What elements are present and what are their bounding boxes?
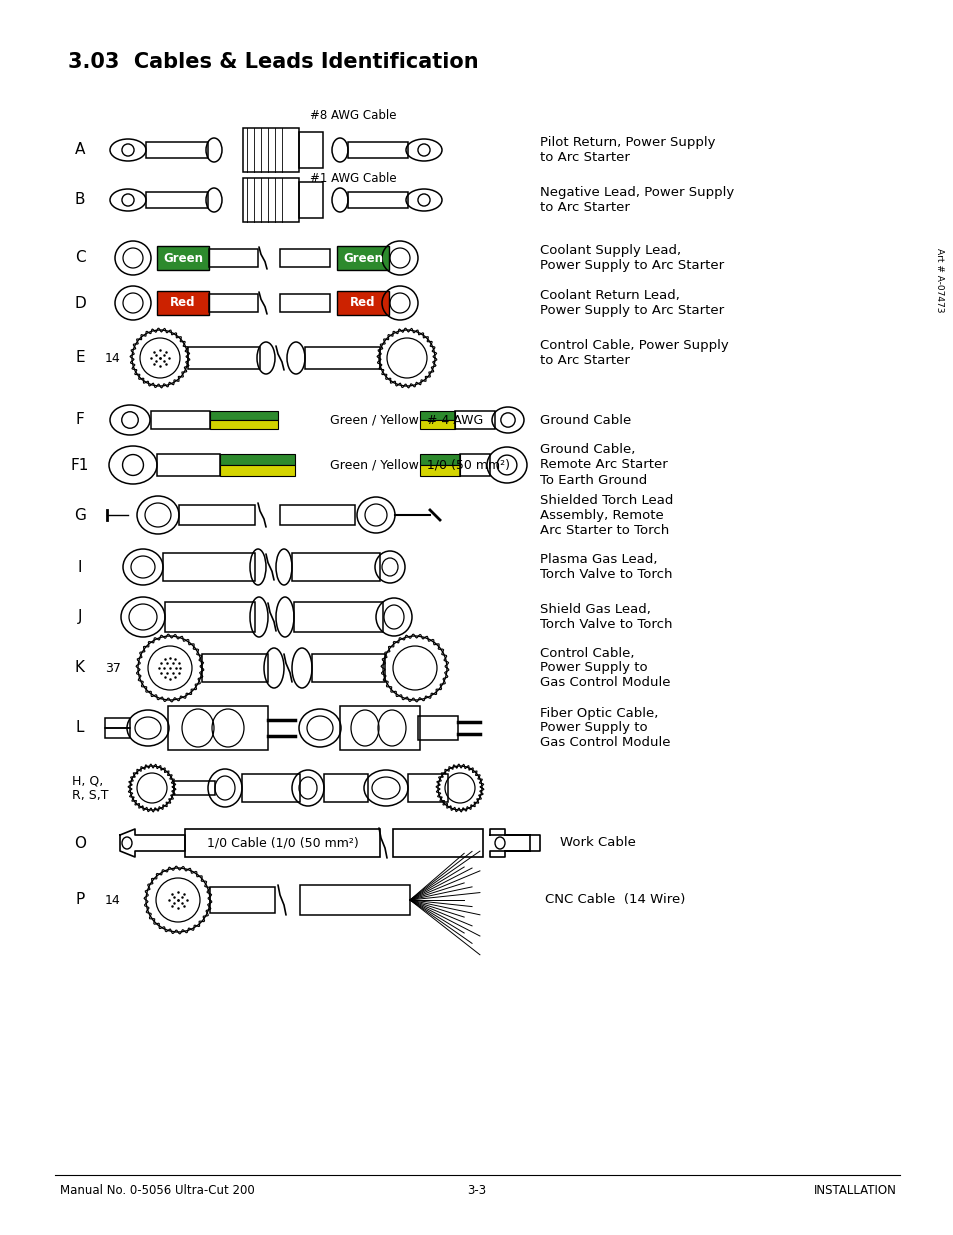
Text: Manual No. 0-5056 Ultra-Cut 200: Manual No. 0-5056 Ultra-Cut 200 [60,1183,254,1197]
Bar [202,655,268,682]
Bar [157,454,220,475]
Text: 3-3: 3-3 [467,1183,486,1197]
Bar [419,466,459,475]
Text: #8 AWG Cable: #8 AWG Cable [310,109,396,122]
Bar [294,601,382,632]
Bar [305,347,379,369]
Text: G: G [74,508,86,522]
Text: Green: Green [343,252,382,264]
Text: Control Cable,
Power Supply to
Gas Control Module: Control Cable, Power Supply to Gas Contr… [539,646,670,689]
Bar [419,420,455,429]
Text: 14: 14 [105,893,121,906]
Bar [185,829,379,857]
Text: CNC Cable  (14 Wire): CNC Cable (14 Wire) [544,893,684,906]
Bar [209,294,257,312]
Text: Coolant Return Lead,
Power Supply to Arc Starter: Coolant Return Lead, Power Supply to Arc… [539,289,723,317]
Text: J: J [77,610,82,625]
Bar [146,142,208,158]
Text: Green: Green [163,252,203,264]
Text: Art # A-07473: Art # A-07473 [935,248,943,312]
Bar [105,718,130,727]
Text: Pilot Return, Power Supply
to Arc Starter: Pilot Return, Power Supply to Arc Starte… [539,136,715,164]
Text: Green / Yellow  1/0 (50 mm²): Green / Yellow 1/0 (50 mm²) [330,458,510,472]
Bar [242,774,299,802]
Text: P: P [75,893,85,908]
Text: I: I [77,559,82,574]
Bar [299,885,410,915]
Bar [280,294,330,312]
Bar [280,505,355,525]
Text: L: L [75,720,84,736]
Text: F: F [75,412,84,427]
Bar [243,178,298,222]
Text: K: K [75,661,85,676]
Bar [292,553,379,580]
Text: H, Q,
R, S,T: H, Q, R, S,T [71,774,109,802]
Bar [157,246,209,270]
Bar [336,246,389,270]
Bar [163,553,254,580]
Text: #1 AWG Cable: #1 AWG Cable [310,172,396,185]
Text: Fiber Optic Cable,
Power Supply to
Gas Control Module: Fiber Optic Cable, Power Supply to Gas C… [539,706,670,750]
Bar [324,774,368,802]
Bar [210,887,274,913]
Text: 3.03  Cables & Leads Identification: 3.03 Cables & Leads Identification [68,52,478,72]
Text: Coolant Supply Lead,
Power Supply to Arc Starter: Coolant Supply Lead, Power Supply to Arc… [539,245,723,272]
Bar [312,655,385,682]
Text: Red: Red [350,296,375,310]
Text: Negative Lead, Power Supply
to Arc Starter: Negative Lead, Power Supply to Arc Start… [539,186,734,214]
Bar [168,706,268,750]
Text: Shield Gas Lead,
Torch Valve to Torch: Shield Gas Lead, Torch Valve to Torch [539,603,672,631]
Bar [210,420,277,429]
Text: Plasma Gas Lead,
Torch Valve to Torch: Plasma Gas Lead, Torch Valve to Torch [539,553,672,580]
Text: 14: 14 [105,352,121,364]
Text: B: B [74,193,85,207]
Bar [151,411,210,429]
Bar [105,727,130,739]
Bar [339,706,419,750]
Bar [417,716,457,740]
Text: Shielded Torch Lead
Assembly, Remote
Arc Starter to Torch: Shielded Torch Lead Assembly, Remote Arc… [539,494,673,536]
Bar [173,781,214,795]
Text: INSTALLATION: INSTALLATION [813,1183,896,1197]
Bar [336,291,389,315]
Bar [298,182,323,219]
Bar [146,191,208,207]
Bar [408,774,448,802]
Text: Ground Cable: Ground Cable [539,414,631,426]
Text: Work Cable: Work Cable [559,836,636,850]
Bar [210,411,277,420]
Bar [393,829,482,857]
Bar [188,347,260,369]
Bar [280,249,330,267]
Text: 1/0 Cable (1/0 (50 mm²): 1/0 Cable (1/0 (50 mm²) [207,836,358,850]
Text: C: C [74,251,85,266]
Bar [165,601,254,632]
Text: A: A [74,142,85,158]
Bar [419,454,459,466]
Text: F1: F1 [71,457,89,473]
Bar [243,128,298,172]
Text: Green / Yellow  # 4 AWG: Green / Yellow # 4 AWG [330,414,483,426]
Text: E: E [75,351,85,366]
Bar [459,454,490,475]
Text: Control Cable, Power Supply
to Arc Starter: Control Cable, Power Supply to Arc Start… [539,338,728,367]
Text: O: O [74,836,86,851]
Bar [455,411,495,429]
Bar [179,505,254,525]
Bar [348,142,408,158]
Text: 37: 37 [105,662,121,674]
Text: Red: Red [170,296,195,310]
Bar [298,132,323,168]
Bar [348,191,408,207]
Bar [220,454,294,466]
Text: D: D [74,295,86,310]
Bar [209,249,257,267]
Text: Ground Cable,
Remote Arc Starter
To Earth Ground: Ground Cable, Remote Arc Starter To Eart… [539,443,667,487]
Bar [220,466,294,475]
Bar [419,411,455,420]
Bar [157,291,209,315]
